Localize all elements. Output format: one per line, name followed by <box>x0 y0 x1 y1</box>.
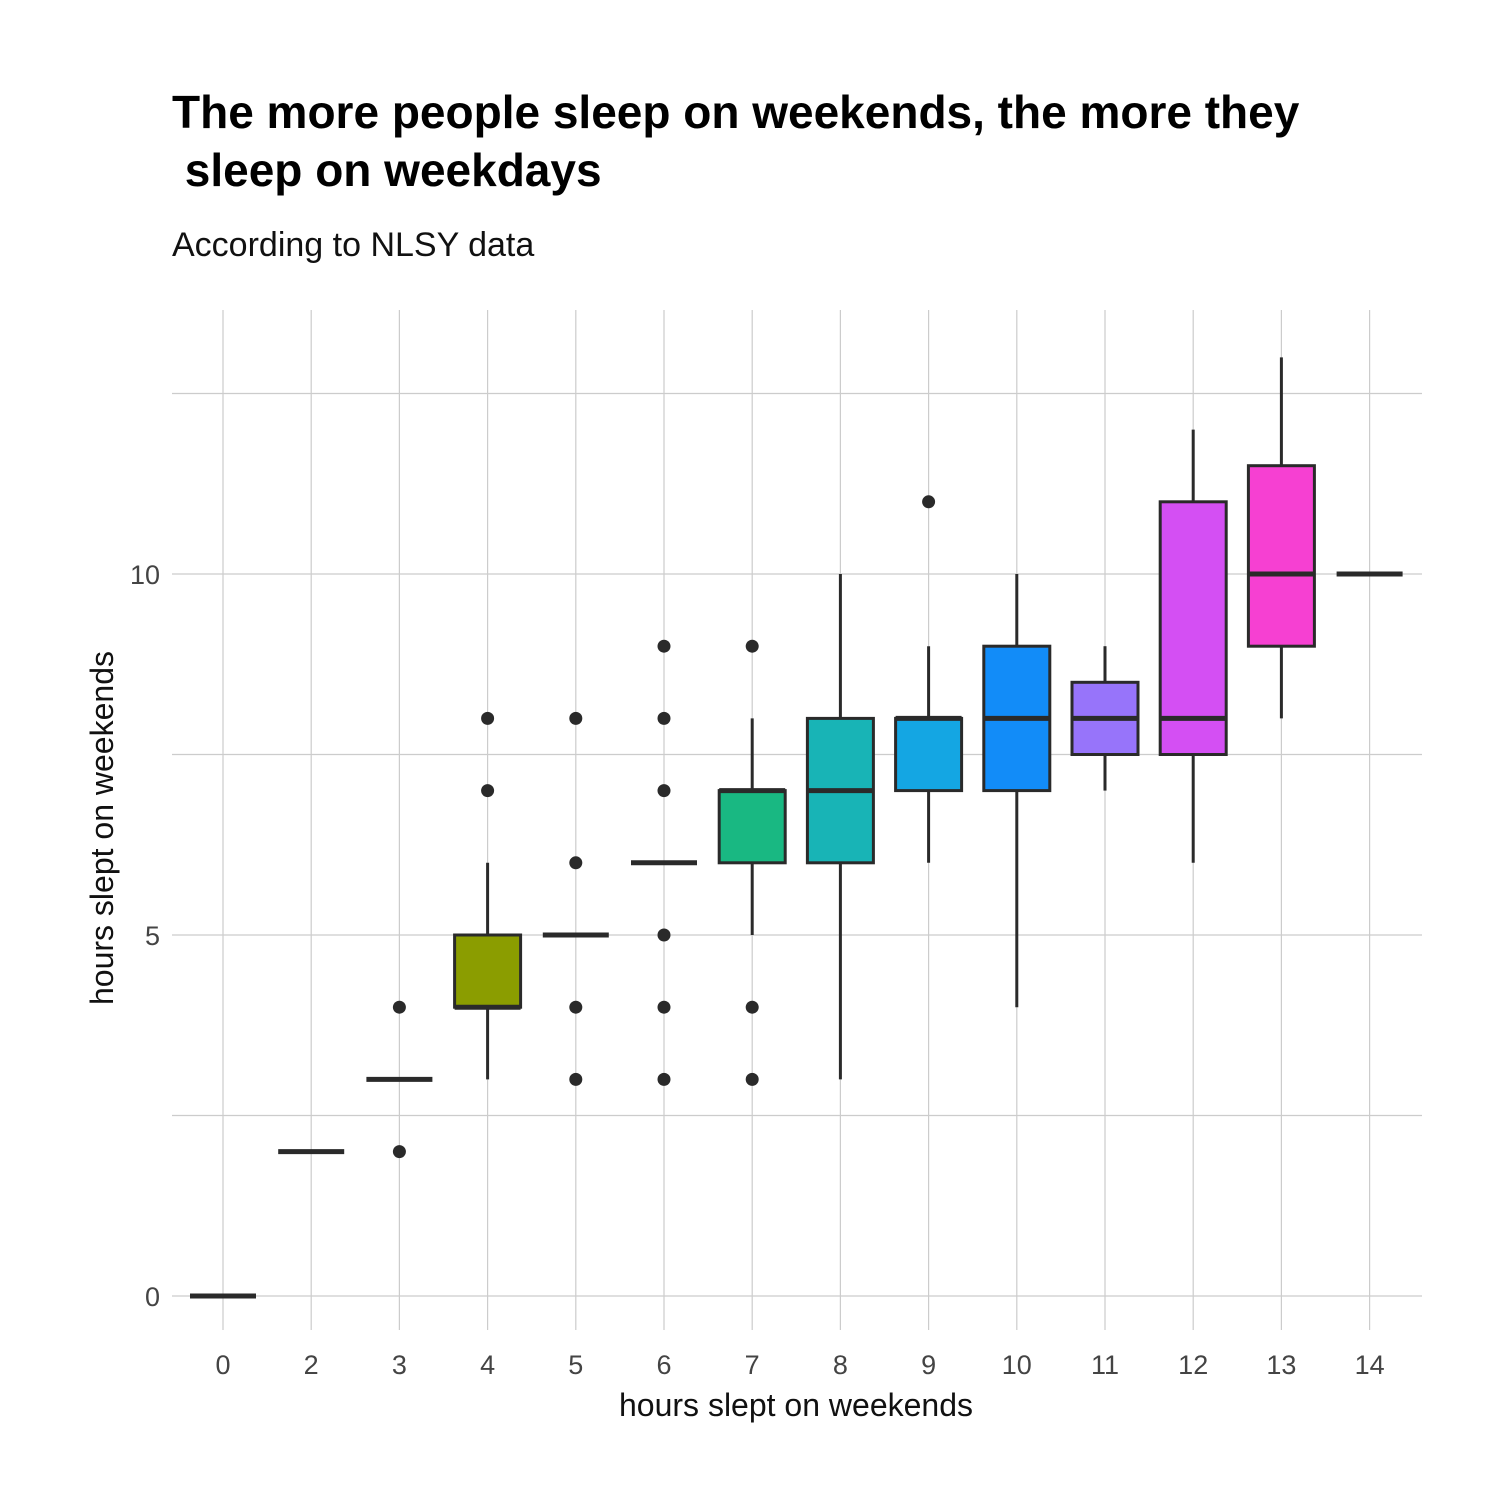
x-axis-title: hours slept on weekends <box>619 1387 973 1423</box>
box-group-10 <box>982 574 1052 1008</box>
outlier-point <box>569 1072 583 1086</box>
x-tick-label: 11 <box>1091 1350 1119 1380</box>
outlier-point <box>745 1072 759 1086</box>
grid-lines <box>172 310 1422 1330</box>
outlier-point <box>481 784 495 798</box>
x-tick-label: 5 <box>568 1350 583 1380</box>
chart-title-line-1: The more people sleep on weekends, the m… <box>172 86 1300 138</box>
outlier-point <box>657 711 671 725</box>
outlier-point <box>481 711 495 725</box>
box-body <box>1158 500 1228 756</box>
x-tick-label: 12 <box>1178 1350 1208 1380</box>
box-group-12 <box>1158 429 1228 863</box>
outlier-point <box>657 928 671 942</box>
box-group-7 <box>717 639 787 1086</box>
x-axis-ticks: 0 2 3 4 5 6 7 8 9 10 11 12 13 14 <box>215 1350 1384 1380</box>
y-tick-label: 5 <box>145 921 160 951</box>
boxes <box>190 357 1403 1299</box>
box-group-13 <box>1246 357 1316 719</box>
outlier-point <box>657 1072 671 1086</box>
outlier-point <box>745 1000 759 1014</box>
x-tick-label: 4 <box>480 1350 495 1380</box>
x-tick-label: 10 <box>1002 1350 1032 1380</box>
outlier-point <box>657 1000 671 1014</box>
x-tick-label: 3 <box>392 1350 407 1380</box>
x-tick-label: 14 <box>1355 1350 1385 1380</box>
box-group-4 <box>453 711 523 1080</box>
x-tick-label: 0 <box>215 1350 230 1380</box>
box-group-5 <box>542 711 609 1086</box>
x-tick-label: 7 <box>745 1350 760 1380</box>
chart-title-line-2: sleep on weekdays <box>172 144 602 196</box>
x-tick-label: 6 <box>656 1350 671 1380</box>
y-axis-title: hours slept on weekends <box>84 651 120 1005</box>
y-tick-label: 0 <box>145 1282 160 1312</box>
outlier-point <box>657 639 671 653</box>
outlier-point <box>569 856 583 870</box>
chart-subtitle: According to NLSY data <box>172 226 534 264</box>
box-group-8 <box>805 574 875 1080</box>
box-body <box>453 933 523 1009</box>
box-group-6 <box>631 639 697 1086</box>
y-tick-label: 10 <box>130 560 160 590</box>
box-group-9 <box>894 495 964 863</box>
box-body <box>717 789 787 865</box>
box-body <box>1246 464 1316 648</box>
x-tick-label: 13 <box>1266 1350 1296 1380</box>
box-body <box>894 716 964 793</box>
outlier-point <box>745 639 759 653</box>
x-tick-label: 8 <box>833 1350 848 1380</box>
outlier-point <box>657 784 671 798</box>
outlier-point <box>392 1145 406 1159</box>
box-group-3 <box>366 1000 433 1159</box>
y-axis-ticks: 0 5 10 <box>130 560 160 1312</box>
box-group-11 <box>1070 646 1140 791</box>
x-tick-label: 9 <box>921 1350 936 1380</box>
outlier-point <box>569 1000 583 1014</box>
outlier-point <box>569 711 583 725</box>
x-tick-label: 2 <box>304 1350 319 1380</box>
outlier-point <box>922 495 936 509</box>
outlier-point <box>392 1000 406 1014</box>
